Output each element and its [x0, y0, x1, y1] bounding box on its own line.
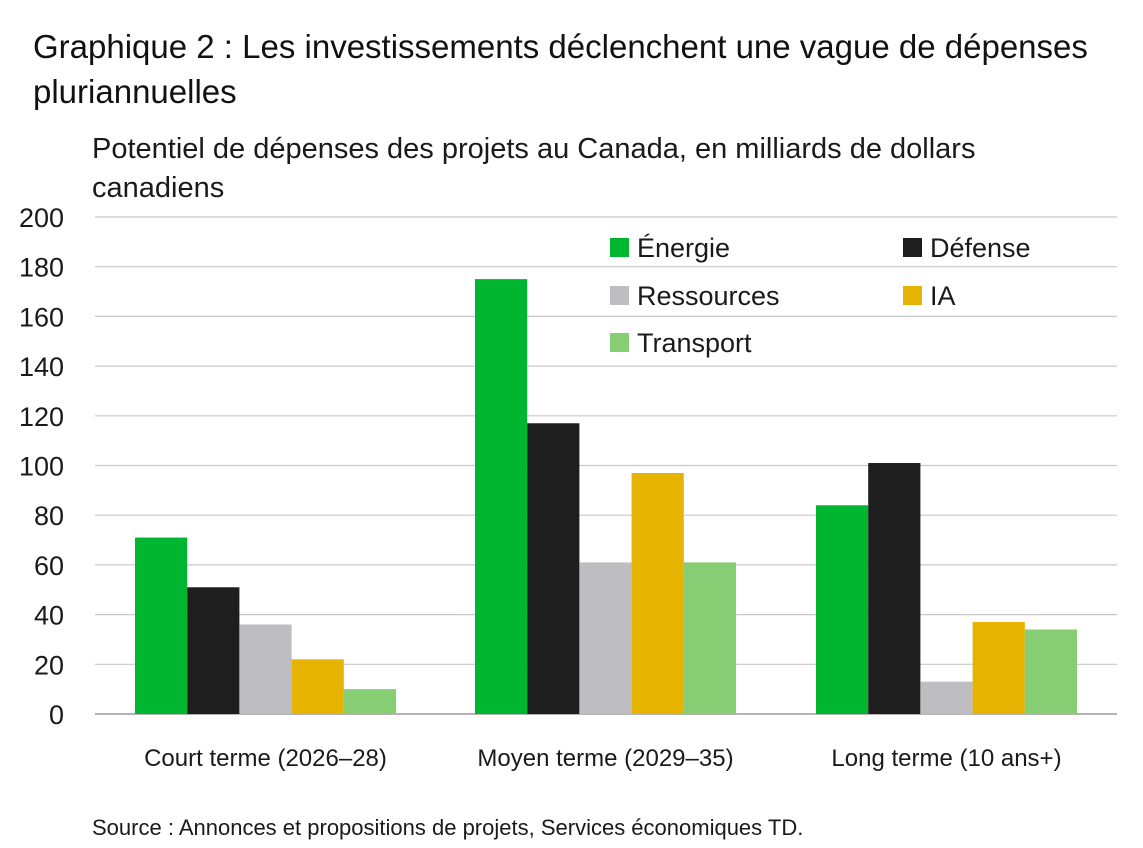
bar-défense-3 — [868, 463, 921, 714]
y-tick-label: 40 — [34, 601, 64, 631]
y-tick-label: 120 — [19, 402, 64, 432]
bars — [135, 279, 1077, 714]
bar-ia-3 — [972, 622, 1025, 714]
x-axis-ticks: Court terme (2026–28) Moyen terme (2029–3… — [144, 745, 1061, 772]
legend-swatch-défense — [903, 238, 922, 257]
legend-label-énergie: Énergie — [637, 233, 730, 263]
x-tick-label: Moyen terme (2029–35) — [477, 745, 733, 772]
bar-transport-1 — [343, 689, 396, 714]
y-tick-label: 160 — [19, 302, 64, 332]
y-tick-label: 60 — [34, 551, 64, 581]
chart-subtitle: Potentiel de dépenses des projets au Can… — [92, 133, 976, 204]
legend-label-ia: IA — [930, 281, 956, 311]
chart-title: Graphique 2 : Les investissements déclen… — [33, 28, 1088, 110]
source-note: Source : Annonces et propositions de pro… — [92, 815, 804, 840]
bar-ressources-2 — [579, 562, 632, 714]
legend-label-ressources: Ressources — [637, 281, 780, 311]
bar-défense-1 — [187, 587, 240, 714]
legend-swatch-énergie — [610, 238, 629, 257]
bar-ia-1 — [291, 659, 344, 714]
bar-transport-2 — [683, 562, 736, 714]
bar-ressources-1 — [239, 624, 292, 714]
bar-énergie-2 — [475, 279, 528, 714]
bar-ressources-3 — [920, 681, 973, 714]
bar-énergie-1 — [135, 537, 188, 714]
y-axis-ticks: 0 20 40 60 80 100 120 140 160 180 200 — [19, 203, 64, 730]
x-tick-label: Court terme (2026–28) — [144, 745, 387, 772]
legend-label-défense: Défense — [930, 233, 1031, 263]
y-tick-label: 140 — [19, 352, 64, 382]
legend-swatch-transport — [610, 333, 629, 352]
y-tick-label: 0 — [49, 700, 64, 730]
y-tick-label: 80 — [34, 501, 64, 531]
legend-swatch-ressources — [610, 286, 629, 305]
y-tick-label: 200 — [19, 203, 64, 233]
x-tick-label: Long terme (10 ans+) — [831, 745, 1061, 772]
legend: Énergie Défense Ressources IA Transport — [610, 233, 1031, 358]
bar-énergie-3 — [816, 505, 869, 714]
bar-défense-2 — [527, 423, 580, 714]
legend-swatch-ia — [903, 286, 922, 305]
legend-label-transport: Transport — [637, 328, 752, 358]
y-tick-label: 180 — [19, 253, 64, 283]
bar-ia-2 — [631, 472, 684, 714]
y-tick-label: 100 — [19, 452, 64, 482]
y-tick-label: 20 — [34, 650, 64, 680]
bar-transport-3 — [1024, 629, 1077, 714]
